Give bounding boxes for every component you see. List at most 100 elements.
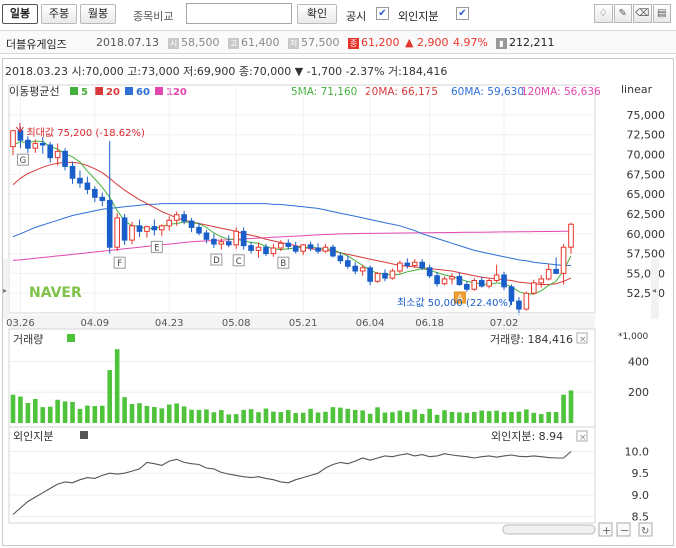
- close-icon[interactable]: ×: [579, 433, 587, 443]
- range-scrollbar[interactable]: [502, 524, 596, 535]
- chart-container[interactable]: 2018.03.23 시:70,000 고:73,000 저:69,900 종:…: [2, 58, 674, 546]
- marker-icon[interactable]: ♢: [594, 4, 613, 23]
- event-marker[interactable]: [453, 291, 466, 304]
- plus-icon[interactable]: +: [602, 524, 611, 537]
- event-marker-label: G: [20, 156, 27, 166]
- volume-bar: [285, 410, 291, 423]
- layout-icon[interactable]: ▤: [652, 4, 671, 23]
- candle-body: [315, 247, 321, 252]
- volume-bar: [122, 397, 127, 423]
- candle-body: [508, 286, 515, 302]
- zoom-in-button[interactable]: [598, 522, 613, 537]
- volume-bar: [494, 410, 499, 423]
- volume-bar: [375, 407, 380, 423]
- candle-body: [382, 272, 388, 279]
- candle-body: [47, 144, 54, 159]
- volume-bar: [442, 410, 447, 423]
- volume-bar: [553, 412, 559, 423]
- ma60-swatch: [125, 87, 133, 95]
- right-scroll-handle[interactable]: [651, 259, 659, 319]
- stock-name: 더블유게임즈: [6, 38, 67, 51]
- candle-body: [225, 241, 232, 246]
- volume-bar: [367, 413, 373, 423]
- date-ticks: 03.26 04.09 04.23 05.08 05.21 06.04 06.18 07.02: [6, 318, 518, 329]
- foreign-close-button[interactable]: [576, 430, 588, 442]
- candle-body: [404, 262, 411, 266]
- volume-close-button[interactable]: [576, 332, 588, 344]
- left-chevron-icon[interactable]: ▸: [3, 286, 7, 295]
- compare-input[interactable]: [186, 3, 292, 24]
- volume-bar: [181, 406, 187, 423]
- left-scroll-handle[interactable]: [3, 259, 9, 319]
- close-icon[interactable]: ×: [579, 335, 587, 345]
- confirm-button[interactable]: 확인: [297, 4, 337, 24]
- notice-label: 공시: [346, 10, 367, 23]
- candle-body: [17, 130, 24, 141]
- foreign-checkbox[interactable]: ✔: [456, 7, 469, 20]
- foreign-swatch: [80, 431, 88, 439]
- pen-icon[interactable]: ✎: [613, 4, 632, 23]
- candle-body: [129, 225, 135, 241]
- date-tick-label: 05.21: [289, 318, 318, 329]
- event-marker[interactable]: [210, 253, 223, 266]
- ma120-value: 120MA: 56,636: [521, 86, 601, 98]
- event-marker[interactable]: [232, 254, 245, 267]
- candle-body: [322, 246, 329, 252]
- refresh-icon[interactable]: ↻: [641, 526, 649, 537]
- stock-chart[interactable]: 2018.03.23 시:70,000 고:73,000 저:69,900 종:…: [3, 59, 673, 545]
- date-axis: [9, 315, 595, 329]
- candle-body: [99, 196, 106, 201]
- event-marker[interactable]: [150, 240, 163, 253]
- event-marker[interactable]: [277, 256, 290, 269]
- bar-summary: 2018.03.23 시:70,000 고:73,000 저:69,900 종:…: [5, 65, 447, 78]
- event-marker[interactable]: [113, 256, 126, 269]
- volume-bar: [159, 408, 165, 423]
- volume-bar: [137, 403, 142, 423]
- volume-bar: [47, 406, 53, 423]
- price-y-axis: 75,000 72,500 70,000 67,500 65,000 62,500 60,0…: [627, 109, 666, 300]
- volume-bar: [412, 409, 418, 423]
- foreign-tick-label: 9.5: [632, 467, 650, 480]
- candle-body: [300, 244, 306, 252]
- candle-body: [270, 247, 277, 255]
- event-markers[interactable]: G F E D C B A: [16, 153, 466, 304]
- volume-bar: [219, 410, 224, 423]
- naver-watermark: NAVER: [29, 285, 82, 301]
- volume-bar: [144, 405, 150, 423]
- right-chevron-icon[interactable]: ◂: [652, 286, 656, 295]
- notice-checkbox[interactable]: ✔: [376, 7, 389, 20]
- scale-label[interactable]: linear: [621, 83, 653, 96]
- volume-title: 거래량: [13, 333, 43, 346]
- volume-bar: [62, 401, 68, 423]
- volume-bar: [352, 409, 358, 423]
- candle-body: [77, 177, 83, 184]
- volume-bar: [516, 411, 522, 423]
- zoom-out-button[interactable]: [616, 522, 631, 537]
- candle-body: [196, 226, 202, 234]
- event-marker[interactable]: [16, 153, 29, 166]
- candle-body: [158, 225, 165, 231]
- reset-button[interactable]: [638, 522, 653, 537]
- minus-icon[interactable]: −: [620, 524, 629, 537]
- tab-daily[interactable]: 일봉: [2, 4, 38, 24]
- foreign-tick-label: 10.0: [625, 446, 650, 459]
- eraser-icon[interactable]: ⌫: [633, 4, 652, 23]
- volume-bar: [464, 412, 470, 423]
- price-tick-label: 60,000: [627, 228, 666, 241]
- moving-average-lines: [12, 140, 572, 295]
- candle-body: [374, 272, 381, 282]
- candle-body: [307, 244, 314, 249]
- candle-body: [240, 230, 247, 247]
- tab-monthly[interactable]: 월봉: [80, 4, 116, 24]
- candle-body: [352, 265, 359, 272]
- candle-body: [434, 275, 440, 285]
- candle-body: [441, 278, 448, 285]
- candle-body: [523, 292, 530, 310]
- tab-weekly[interactable]: 주봉: [41, 4, 77, 24]
- candle-body: [248, 245, 254, 251]
- candle-body: [203, 232, 210, 240]
- ma60-value: 60MA: 59,630: [451, 86, 524, 98]
- candle-body: [10, 130, 16, 148]
- price-tick-label: 70,000: [627, 149, 666, 162]
- candle-body: [501, 274, 507, 288]
